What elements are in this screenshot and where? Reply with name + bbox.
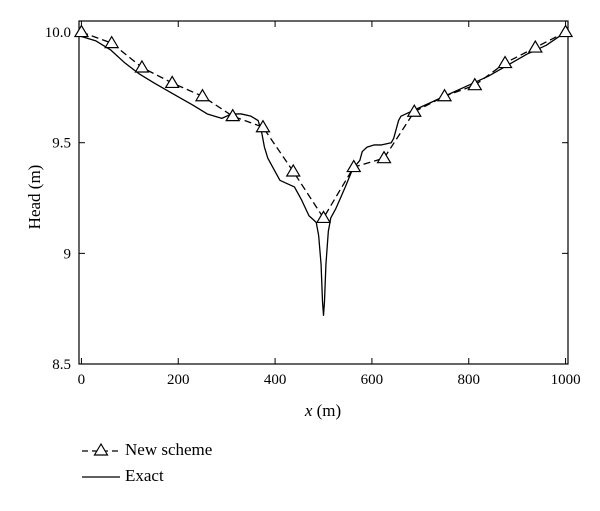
x-tick-label: 600: [361, 372, 384, 388]
x-tick-label: 0: [78, 372, 86, 388]
x-axis-label: x (m): [304, 401, 341, 420]
legend-label-exact: Exact: [125, 466, 164, 485]
y-tick-label: 10.0: [45, 25, 71, 41]
y-axis: 8.5 9 9.5 10.0: [45, 25, 568, 373]
series-exact-line: [81, 31, 566, 316]
new-scheme-point-marker: [497, 55, 513, 69]
x-tick-label: 800: [457, 372, 480, 388]
series-layer: [73, 24, 574, 316]
new-scheme-point-marker: [376, 150, 392, 164]
chart: 0 200 400 600 800 1000 8.5 9 9.5 10.0 Head (m) x…: [25, 20, 581, 420]
new-scheme-point-marker: [558, 24, 574, 38]
y-tick-label: 9: [64, 246, 72, 262]
plot-border: [78, 20, 569, 365]
new-scheme-point-marker: [73, 24, 89, 38]
new-scheme-point-marker: [164, 75, 180, 89]
new-scheme-point-marker: [346, 159, 362, 173]
x-tick-label: 400: [264, 372, 287, 388]
new-scheme-point-marker: [255, 119, 271, 133]
x-tick-label: 1000: [551, 372, 581, 388]
y-axis-label: Head (m): [25, 165, 44, 230]
new-scheme-point-marker: [436, 88, 453, 102]
legend-swatch-exact: [82, 476, 120, 478]
x-axis: 0 200 400 600 800 1000: [78, 21, 581, 388]
y-tick-label: 9.5: [52, 136, 71, 152]
plot-frame: [78, 20, 569, 365]
new-scheme-point-marker: [467, 77, 483, 91]
y-tick-label: 8.5: [52, 357, 71, 373]
new-scheme-point-marker: [406, 104, 422, 117]
series-new-scheme-line: [81, 31, 566, 220]
new-scheme-point-marker: [527, 39, 543, 53]
new-scheme-point-marker: [285, 163, 301, 177]
x-axis-label-unit: (m): [312, 401, 341, 420]
x-tick-label: 200: [167, 372, 190, 388]
new-scheme-point-marker: [104, 35, 120, 49]
new-scheme-point-marker: [315, 210, 332, 224]
new-scheme-point-marker: [194, 88, 211, 102]
legend-label-new-scheme: New scheme: [125, 440, 213, 459]
new-scheme-point-marker: [134, 59, 150, 73]
legend-swatch-new-scheme: [82, 442, 120, 456]
x-axis-label-variable: x: [304, 401, 313, 420]
new-scheme-point-marker: [225, 108, 241, 122]
